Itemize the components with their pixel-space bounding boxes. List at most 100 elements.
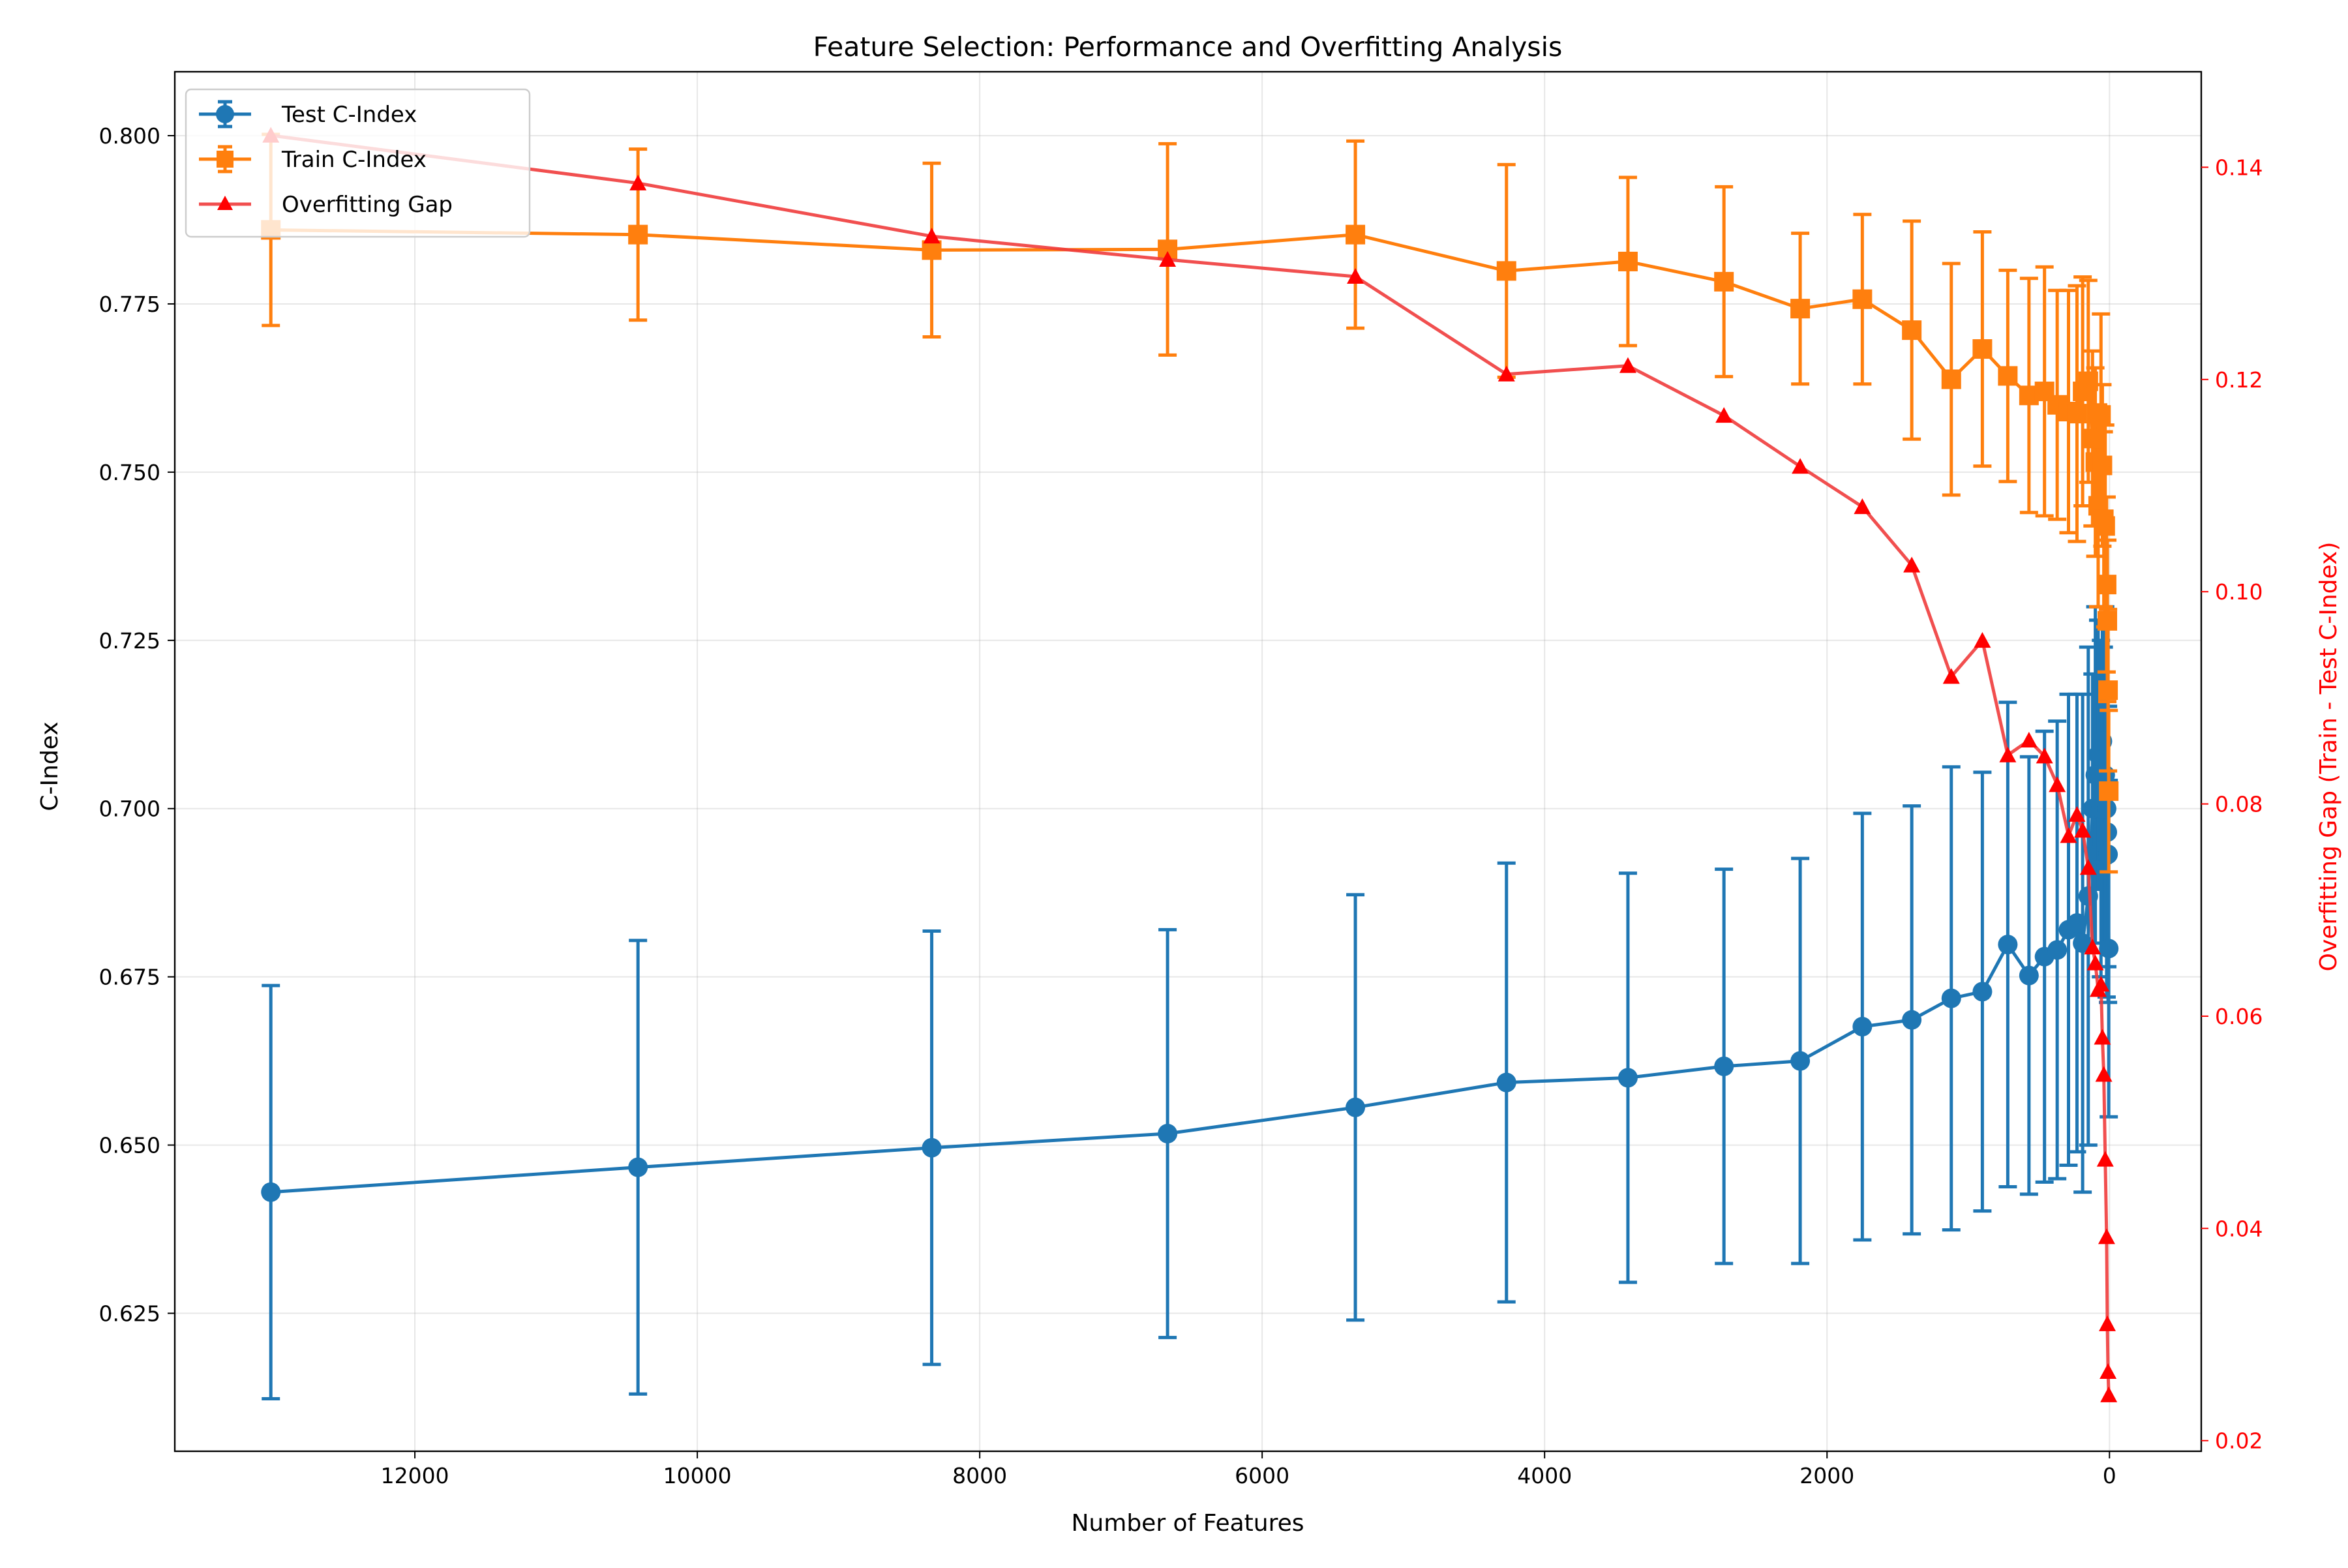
legend-gap-marker bbox=[217, 196, 233, 210]
test-point bbox=[1618, 1068, 1638, 1088]
train-point bbox=[2099, 781, 2119, 801]
train-point bbox=[2092, 455, 2113, 475]
gap-point bbox=[2094, 1029, 2111, 1045]
train-point bbox=[2096, 575, 2116, 595]
chart-title: Feature Selection: Performance and Overf… bbox=[813, 31, 1563, 63]
train-point bbox=[2095, 516, 2115, 536]
gap-point bbox=[2084, 939, 2101, 955]
test-point bbox=[2096, 798, 2116, 819]
test-point bbox=[1998, 935, 2018, 955]
gap-point bbox=[2020, 731, 2038, 748]
test-point bbox=[2067, 913, 2087, 933]
test-point bbox=[1941, 988, 1961, 1008]
y-axis-title: C-Index bbox=[37, 721, 63, 811]
gap-point bbox=[2100, 1363, 2117, 1380]
y2-tick-label: 0.08 bbox=[2215, 792, 2263, 817]
test-point bbox=[1346, 1097, 1366, 1117]
train-point bbox=[1998, 366, 2018, 386]
train-point bbox=[1790, 299, 1811, 319]
test-point bbox=[1852, 1016, 1873, 1036]
x-tick-label: 4000 bbox=[1517, 1463, 1572, 1488]
y2-tick-label: 0.10 bbox=[2215, 579, 2263, 605]
gap-point bbox=[1159, 250, 1177, 267]
overfitting-gap-series bbox=[262, 127, 2118, 1402]
legend-entry-gap: Overfitting Gap bbox=[199, 192, 453, 218]
gap-point bbox=[2074, 822, 2092, 838]
gap-point bbox=[2096, 1151, 2114, 1167]
gap-point bbox=[1792, 458, 1809, 474]
x-tick-label: 12000 bbox=[381, 1463, 449, 1488]
y-tick-label: 0.700 bbox=[99, 796, 160, 822]
gap-point bbox=[2060, 827, 2077, 843]
gap-point bbox=[2100, 1386, 2118, 1402]
train-point bbox=[2083, 429, 2103, 449]
gap-point bbox=[1498, 365, 1515, 382]
x-axis-title: Number of Features bbox=[1072, 1510, 1304, 1537]
gap-point bbox=[1903, 556, 1921, 573]
y-tick-label: 0.725 bbox=[99, 628, 160, 654]
legend: Test C-Index Train C-Index Overfitting G… bbox=[185, 88, 531, 238]
test-point bbox=[2099, 939, 2119, 959]
gap-point bbox=[1999, 746, 2017, 762]
train-point bbox=[1714, 271, 1734, 292]
y-tick-label: 0.750 bbox=[99, 460, 160, 485]
test-point bbox=[1790, 1051, 1811, 1071]
x-tick-label: 6000 bbox=[1235, 1463, 1289, 1488]
train-point bbox=[1852, 289, 1873, 309]
gap-point bbox=[1715, 407, 1733, 423]
gap-point bbox=[2098, 1228, 2115, 1244]
y2-tick-label: 0.14 bbox=[2215, 155, 2263, 180]
test-point bbox=[1496, 1072, 1516, 1093]
y2-tick-label: 0.04 bbox=[2215, 1216, 2263, 1241]
gap-point bbox=[2079, 859, 2097, 875]
test-point bbox=[1972, 982, 1993, 1002]
train-point bbox=[2078, 371, 2098, 391]
gap-point bbox=[2086, 954, 2104, 971]
test-point bbox=[1714, 1056, 1734, 1076]
y-tick-label: 0.800 bbox=[99, 123, 160, 149]
test-point bbox=[922, 1138, 942, 1158]
gap-point bbox=[923, 228, 941, 244]
x-tick-label: 10000 bbox=[663, 1463, 732, 1488]
y2-tick-label: 0.12 bbox=[2215, 367, 2263, 393]
gap-point bbox=[1347, 267, 1364, 284]
legend-gap-label: Overfitting Gap bbox=[282, 192, 453, 218]
legend-train-label: Train C-Index bbox=[281, 147, 427, 173]
y-tick-label: 0.650 bbox=[99, 1133, 160, 1158]
gap-point bbox=[1854, 498, 1871, 515]
test-point bbox=[1902, 1010, 1922, 1030]
gap-point bbox=[1942, 668, 1960, 684]
x-tick-label: 0 bbox=[2103, 1463, 2116, 1488]
gap-point bbox=[1974, 632, 1991, 648]
legend-entry-test: Test C-Index bbox=[199, 100, 417, 128]
legend-test-label: Test C-Index bbox=[281, 102, 417, 128]
y2-axis-title: Overfitting Gap (Train - Test C-Index) bbox=[2315, 542, 2342, 972]
test-point bbox=[261, 1182, 281, 1202]
plot-frame bbox=[173, 70, 2203, 1453]
gap-point bbox=[2068, 806, 2086, 822]
train-point bbox=[1972, 339, 1993, 359]
legend-box bbox=[185, 88, 531, 238]
gap-point bbox=[2049, 776, 2066, 792]
legend-test-marker bbox=[216, 105, 234, 123]
train-point bbox=[922, 240, 942, 260]
test-point bbox=[2019, 965, 2039, 986]
y2-tick-label: 0.02 bbox=[2215, 1428, 2263, 1454]
x-tick-label: 8000 bbox=[952, 1463, 1007, 1488]
legend-train-marker bbox=[217, 151, 233, 168]
test-point bbox=[628, 1157, 648, 1177]
axes: 12000 10000 8000 6000 4000 2000 0 0.625 0.650 0.6… bbox=[99, 123, 2263, 1488]
train-point bbox=[2098, 611, 2118, 631]
gap-point bbox=[2095, 1066, 2113, 1082]
test-point bbox=[2047, 940, 2068, 960]
y-tick-label: 0.675 bbox=[99, 965, 160, 990]
x-tick-label: 2000 bbox=[1799, 1463, 1854, 1488]
train-point bbox=[628, 224, 648, 245]
train-point bbox=[2098, 680, 2118, 701]
gap-point bbox=[2099, 1315, 2116, 1331]
train-point bbox=[2067, 404, 2087, 424]
test-point bbox=[1158, 1124, 1178, 1144]
train-point bbox=[1346, 224, 1366, 245]
